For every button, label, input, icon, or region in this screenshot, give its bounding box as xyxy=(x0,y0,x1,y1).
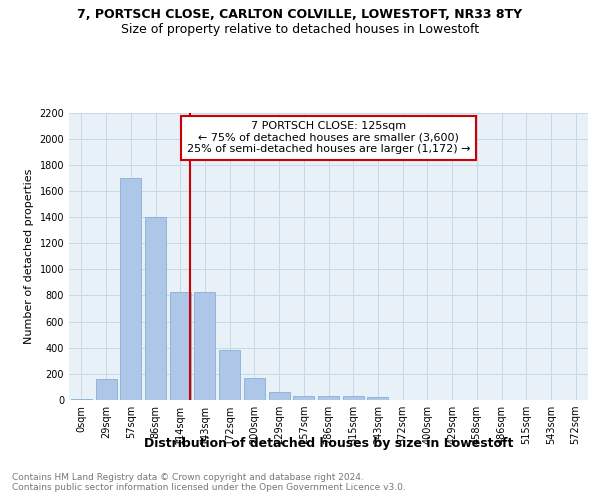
Text: 7, PORTSCH CLOSE, CARLTON COLVILLE, LOWESTOFT, NR33 8TY: 7, PORTSCH CLOSE, CARLTON COLVILLE, LOWE… xyxy=(77,8,523,20)
Text: Distribution of detached houses by size in Lowestoft: Distribution of detached houses by size … xyxy=(144,438,514,450)
Bar xyxy=(120,178,141,400)
Bar xyxy=(145,217,166,400)
Bar xyxy=(318,396,339,400)
Bar xyxy=(367,398,388,400)
Bar xyxy=(95,379,116,400)
Bar xyxy=(71,398,92,400)
Text: Contains HM Land Registry data © Crown copyright and database right 2024.
Contai: Contains HM Land Registry data © Crown c… xyxy=(12,472,406,492)
Bar xyxy=(219,350,240,400)
Bar xyxy=(170,292,191,400)
Y-axis label: Number of detached properties: Number of detached properties xyxy=(24,168,34,344)
Bar xyxy=(293,396,314,400)
Bar xyxy=(269,392,290,400)
Text: Size of property relative to detached houses in Lowestoft: Size of property relative to detached ho… xyxy=(121,22,479,36)
Text: 7 PORTSCH CLOSE: 125sqm
← 75% of detached houses are smaller (3,600)
25% of semi: 7 PORTSCH CLOSE: 125sqm ← 75% of detache… xyxy=(187,121,470,154)
Bar xyxy=(343,396,364,400)
Bar xyxy=(194,292,215,400)
Bar xyxy=(244,378,265,400)
